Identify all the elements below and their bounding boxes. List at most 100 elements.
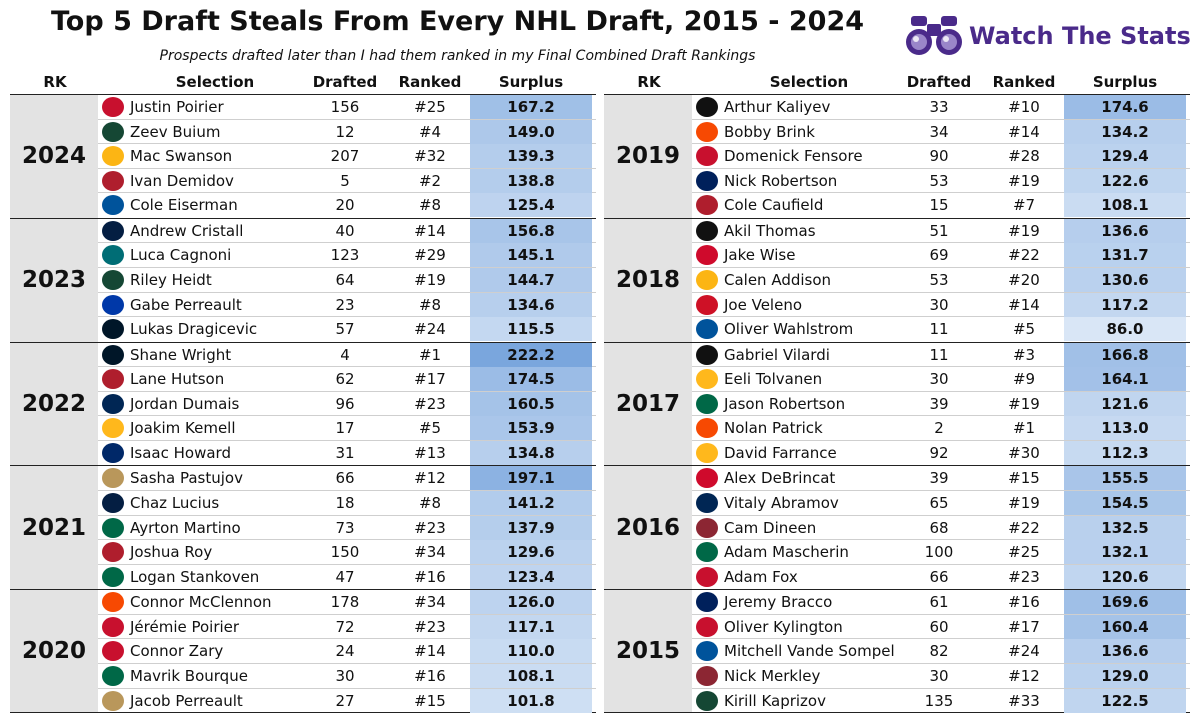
drafted-value: 53: [929, 171, 949, 190]
table-row: Jake Wise 69 #22 131.7: [692, 243, 1190, 268]
surplus-value: 154.5: [1064, 490, 1186, 515]
surplus-value: 123.4: [470, 564, 592, 589]
table-row: Vitaly Abramov 65 #19 154.5: [692, 490, 1190, 516]
drafted-value: 51: [929, 221, 949, 240]
team-logo-icon: [102, 418, 124, 439]
drafted-value: 18: [335, 493, 355, 512]
year-group: 2018 Akil Thomas 51 #19 136.6 Jake Wise 69 #22 1…: [604, 217, 1190, 342]
table-row: Eeli Tolvanen 30 #9 164.1: [692, 367, 1190, 392]
team-logo-icon: [696, 418, 718, 439]
table-row: Nolan Patrick 2 #1 113.0: [692, 416, 1190, 441]
table-row: Cole Caufield 15 #7 108.1: [692, 193, 1190, 218]
table-row: Cam Dineen 68 #22 132.5: [692, 515, 1190, 541]
drafted-value: 30: [929, 295, 949, 314]
surplus-value: 174.5: [470, 367, 592, 392]
surplus-value: 110.0: [470, 639, 592, 664]
drafted-value: 47: [335, 567, 355, 586]
team-logo-icon: [696, 319, 718, 340]
ranked-value: #34: [414, 593, 446, 612]
ranked-value: #8: [418, 196, 442, 215]
ranked-value: #17: [414, 370, 446, 389]
ranked-value: #5: [418, 419, 442, 438]
drafted-value: 61: [929, 593, 949, 612]
surplus-value: 126.0: [470, 590, 592, 615]
column-headers: RK Selection Drafted Ranked Surplus: [10, 70, 596, 94]
surplus-value: 129.4: [1064, 144, 1186, 169]
team-logo-icon: [696, 369, 718, 390]
table-row: Oliver Kylington 60 #17 160.4: [692, 614, 1190, 640]
player-name: Calen Addison: [724, 270, 832, 289]
surplus-value: 132.5: [1064, 515, 1186, 540]
table-row: Mavrik Bourque 30 #16 108.1: [98, 663, 596, 689]
drafted-value: 57: [335, 320, 355, 339]
team-logo-icon: [696, 294, 718, 315]
team-logo-icon: [696, 616, 718, 637]
year-group: 2021 Sasha Pastujov 66 #12 197.1 Chaz Lucius 1…: [10, 465, 596, 590]
player-name: Sasha Pastujov: [130, 469, 243, 488]
table-row: Calen Addison 53 #20 130.6: [692, 267, 1190, 293]
player-name: Joshua Roy: [130, 543, 213, 562]
player-name: Luca Cagnoni: [130, 246, 232, 265]
table-row: Justin Poirier 156 #25 167.2: [98, 95, 596, 120]
table-row: Joakim Kemell 17 #5 153.9: [98, 416, 596, 441]
team-logo-icon: [102, 369, 124, 390]
team-logo-icon: [102, 542, 124, 563]
year-label: 2021: [10, 466, 98, 590]
ranked-value: #29: [414, 246, 446, 265]
team-logo-icon: [102, 269, 124, 290]
table-row: Arthur Kaliyev 33 #10 174.6: [692, 95, 1190, 120]
table-row: Lukas Dragicevic 57 #24 115.5: [98, 317, 596, 342]
player-name: Joe Veleno: [724, 295, 803, 314]
team-logo-icon: [102, 517, 124, 538]
drafted-value: 27: [335, 691, 355, 710]
table-row: Joe Veleno 30 #14 117.2: [692, 292, 1190, 318]
table-row: Alex DeBrincat 39 #15 155.5: [692, 466, 1190, 491]
surplus-value: 120.6: [1064, 564, 1186, 589]
table-row: Cole Eiserman 20 #8 125.4: [98, 193, 596, 218]
team-logo-icon: [696, 592, 718, 613]
surplus-value: 153.9: [470, 416, 592, 441]
table-row: Mitchell Vande Sompel 82 #24 136.6: [692, 639, 1190, 664]
drafted-value: 62: [335, 370, 355, 389]
drafted-header: Drafted: [906, 73, 972, 91]
surplus-value: 131.7: [1064, 243, 1186, 268]
team-logo-icon: [102, 319, 124, 340]
drafted-value: 100: [924, 543, 954, 562]
player-name: Lane Hutson: [130, 370, 225, 389]
team-logo-icon: [102, 146, 124, 167]
team-logo-icon: [102, 393, 124, 414]
drafted-value: 156: [330, 98, 360, 116]
surplus-value: 169.6: [1064, 590, 1186, 615]
surplus-value: 136.6: [1064, 218, 1186, 243]
table-row: Jérémie Poirier 72 #23 117.1: [98, 614, 596, 640]
ranked-value: #14: [414, 221, 446, 240]
player-name: Jake Wise: [724, 246, 796, 265]
table-row: Joshua Roy 150 #34 129.6: [98, 540, 596, 565]
player-name: Nolan Patrick: [724, 419, 823, 438]
drafted-value: 90: [929, 147, 949, 166]
drafted-value: 135: [924, 691, 954, 710]
player-name: Mac Swanson: [130, 147, 233, 166]
ranked-value: #24: [414, 320, 446, 339]
drafted-value: 66: [335, 469, 355, 488]
drafted-value: 92: [929, 443, 949, 462]
team-logo-icon: [696, 121, 718, 142]
table-row: Gabriel Vilardi 11 #3 166.8: [692, 342, 1190, 368]
surplus-value: 156.8: [470, 218, 592, 243]
ranked-value: #23: [414, 518, 446, 537]
player-name: Jordan Dumais: [130, 394, 240, 413]
player-name: Jacob Perreault: [130, 691, 243, 710]
ranked-value: #14: [1008, 122, 1040, 141]
drafted-value: 65: [929, 493, 949, 512]
table-row: Shane Wright 4 #1 222.2: [98, 342, 596, 368]
team-logo-icon: [696, 468, 718, 489]
ranked-value: #22: [1008, 246, 1040, 265]
player-name: Jeremy Bracco: [724, 593, 833, 612]
ranked-value: #33: [1008, 691, 1040, 710]
player-name: Cam Dineen: [724, 518, 817, 537]
surplus-value: 121.6: [1064, 391, 1186, 416]
team-logo-icon: [102, 220, 124, 241]
player-name: Joakim Kemell: [130, 419, 236, 438]
surplus-value: 86.0: [1064, 317, 1186, 342]
ranked-value: #25: [414, 98, 446, 116]
